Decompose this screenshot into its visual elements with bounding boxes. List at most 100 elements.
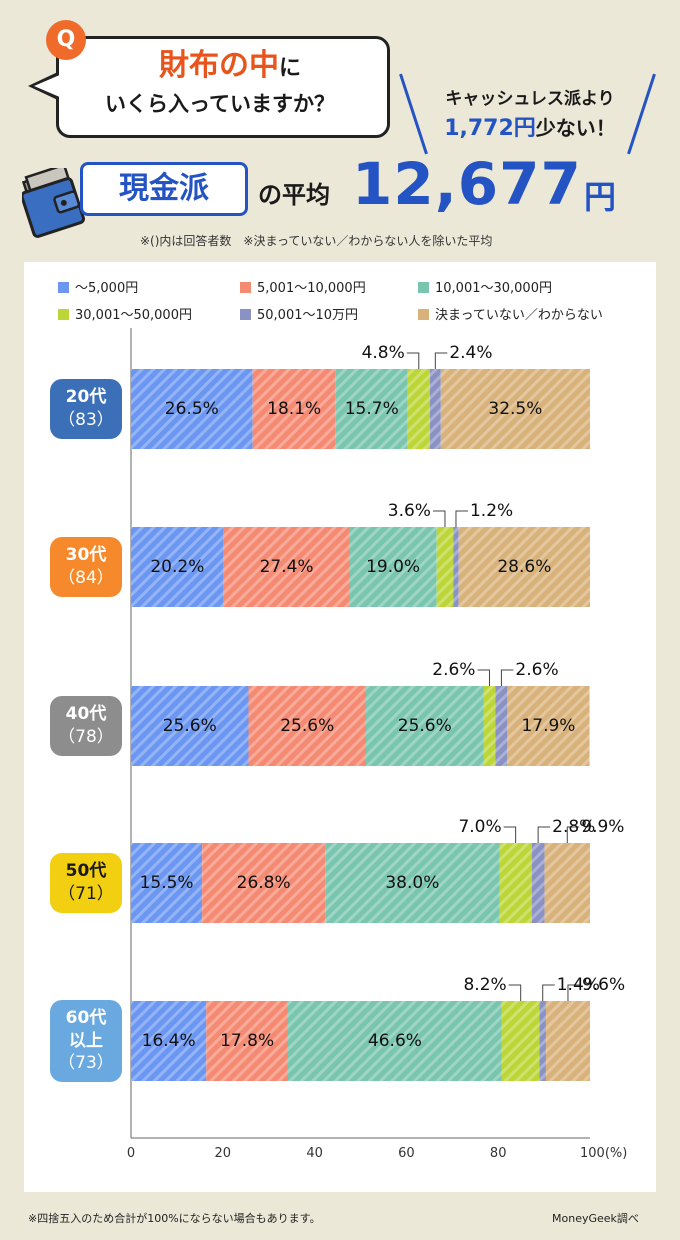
data-label: 1.4% xyxy=(556,975,600,995)
wallet-icon xyxy=(22,168,86,238)
bar-segment xyxy=(545,1001,590,1081)
legend-swatch xyxy=(418,309,429,320)
age-group-badge: 40代 （78） xyxy=(50,696,122,756)
data-label: 3.6% xyxy=(387,501,431,521)
leader-line xyxy=(432,510,446,527)
data-label: 9.9% xyxy=(581,817,625,837)
data-label: 19.0% xyxy=(366,557,421,577)
legend-swatch xyxy=(58,309,69,320)
legend-swatch xyxy=(418,282,429,293)
bar-segment xyxy=(436,527,454,607)
legend-item: 10,001～30,000円 xyxy=(418,277,552,296)
data-label: 2.6% xyxy=(432,660,476,680)
data-label: 46.6% xyxy=(367,1031,422,1051)
data-label: 1.2% xyxy=(469,501,514,521)
cash-group-label: 現金派 xyxy=(80,162,248,216)
bar-segment xyxy=(531,843,545,923)
data-label: 18.1% xyxy=(267,399,322,419)
average-unit: 円 xyxy=(584,178,617,216)
bar-segment xyxy=(131,686,249,766)
legend-label: 50,001～10万円 xyxy=(257,308,359,323)
bar-segment xyxy=(483,686,496,766)
data-label: 25.6% xyxy=(162,716,217,736)
x-tick-label: 0 xyxy=(126,1146,136,1161)
speech-tail-inner xyxy=(34,74,62,98)
x-tick-label: 60 xyxy=(398,1146,415,1161)
leader-line xyxy=(477,669,490,686)
data-label: 16.4% xyxy=(141,1031,196,1051)
cashless-suffix: 少ない！ xyxy=(535,116,616,140)
bar-segment xyxy=(495,686,508,766)
bar-segment xyxy=(131,527,224,607)
data-label: 25.6% xyxy=(397,716,452,736)
x-tick-label: 40 xyxy=(306,1146,323,1161)
data-label: 38.0% xyxy=(385,873,440,893)
leader-line xyxy=(542,984,555,1001)
respondent-count: （83） xyxy=(58,410,114,430)
bar-segment xyxy=(335,369,408,449)
leader-line xyxy=(503,826,517,843)
legend-label: 10,001～30,000円 xyxy=(435,281,552,296)
bar-segment xyxy=(429,369,441,449)
legend-label: ～5,000円 xyxy=(75,281,139,296)
bar-segment xyxy=(206,1001,288,1081)
legend-swatch xyxy=(58,282,69,293)
data-label: 26.8% xyxy=(236,873,291,893)
bar-segment xyxy=(223,527,350,607)
age-group-label: 60代 以上 xyxy=(65,1007,107,1051)
average-label: の平均 xyxy=(258,181,330,209)
bar-segment xyxy=(366,686,484,766)
rounding-note: ※四捨五入のため合計が100%にならない場合もあります。 xyxy=(28,1212,321,1225)
bar-segment xyxy=(131,369,253,449)
leader-line xyxy=(455,510,468,527)
legend-swatch xyxy=(240,282,251,293)
q-badge: Q xyxy=(46,20,86,60)
legend-item: 30,001～50,000円 xyxy=(58,304,192,323)
respondent-count: （71） xyxy=(58,884,114,904)
bar-segment xyxy=(131,1001,207,1081)
cashless-compare-line2: 1,772円少ない！ xyxy=(420,110,640,142)
age-group-badge: 30代 （84） xyxy=(50,537,122,597)
data-label: 15.5% xyxy=(139,873,194,893)
bar-segment xyxy=(544,843,590,923)
leader-line xyxy=(567,984,580,1001)
legend-label: 決まっていない／わからない xyxy=(435,308,603,323)
leader-line xyxy=(406,352,420,369)
data-label: 20.2% xyxy=(150,557,205,577)
average-value: 12,677 xyxy=(352,150,582,218)
legend-swatch xyxy=(240,309,251,320)
age-group-badge: 50代 （71） xyxy=(50,853,122,913)
respondent-count: （84） xyxy=(58,568,114,588)
question-particle: に xyxy=(278,56,301,81)
bar-segment xyxy=(539,1001,546,1081)
data-label: 25.6% xyxy=(280,716,335,736)
age-group-badge: 60代 以上 （73） xyxy=(50,999,122,1083)
legend-item: ～5,000円 xyxy=(58,277,138,296)
data-label: 15.7% xyxy=(344,399,399,419)
leader-line xyxy=(537,826,551,843)
legend-item: 決まっていない／わからない xyxy=(418,304,603,323)
data-label: 32.5% xyxy=(488,399,543,419)
data-label: 17.9% xyxy=(521,716,576,736)
data-label: 9.6% xyxy=(581,975,626,995)
bar-segment xyxy=(349,527,437,607)
x-tick-label: 80 xyxy=(489,1146,507,1161)
age-group-label: 40代 xyxy=(65,704,107,725)
x-tick-label: 100(%) xyxy=(580,1146,628,1161)
data-label: 8.2% xyxy=(463,975,507,995)
source-credit: MoneyGeek調べ xyxy=(552,1212,639,1225)
respondent-count: （78） xyxy=(58,727,114,747)
leader-line xyxy=(508,984,522,1001)
bar-segment xyxy=(287,1001,502,1081)
question-bubble xyxy=(56,36,390,138)
bar-segment xyxy=(248,686,367,766)
age-group-label: 50代 xyxy=(65,861,107,882)
bar-segment xyxy=(499,843,532,923)
data-label: 2.6% xyxy=(515,660,559,680)
question-line2: いくら入っていますか？ xyxy=(105,92,335,116)
bar-segment xyxy=(501,1001,540,1081)
data-label: 7.0% xyxy=(458,817,502,837)
bar-segment xyxy=(325,843,500,923)
leader-line xyxy=(566,826,580,843)
